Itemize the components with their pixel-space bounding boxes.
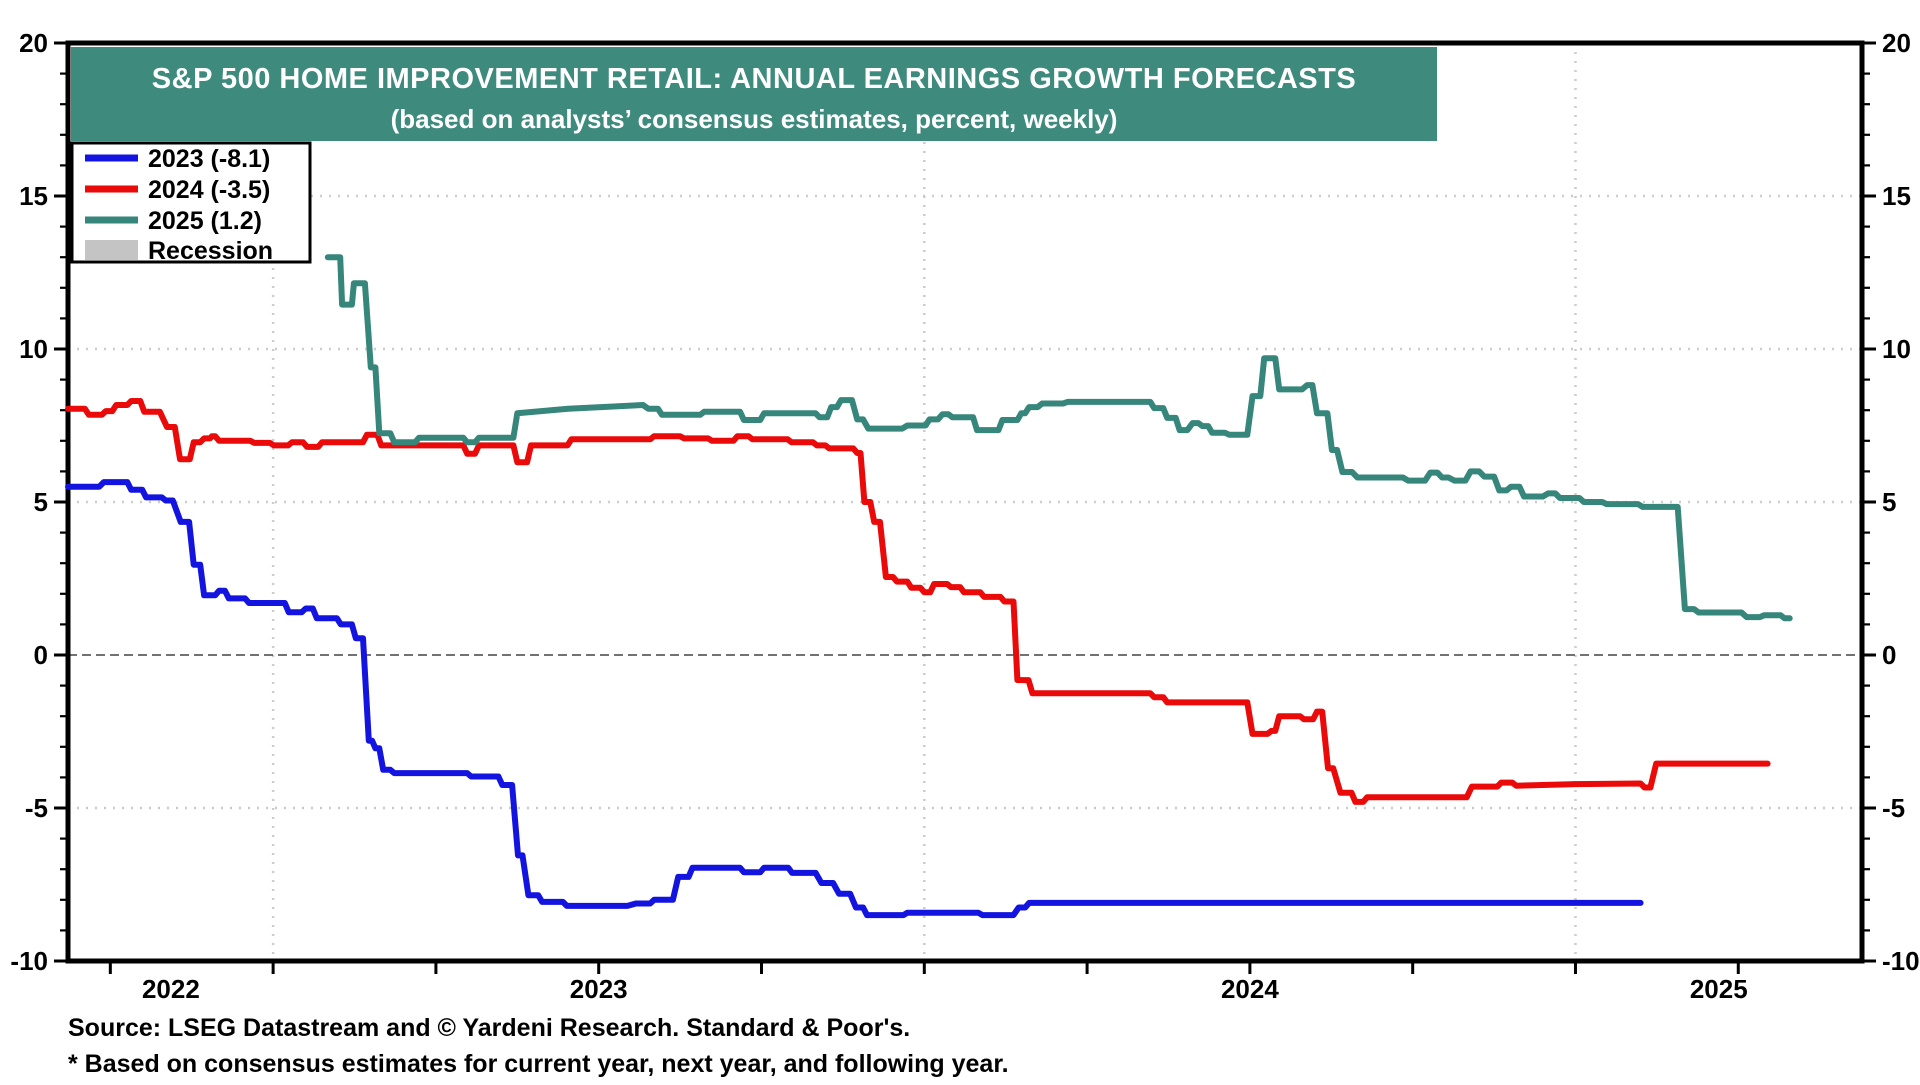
y-axis-label-left: 10 bbox=[19, 334, 48, 364]
chart-subtitle: (based on analysts’ consensus estimates,… bbox=[391, 104, 1118, 134]
legend-label-2024: 2024 (-3.5) bbox=[148, 176, 270, 204]
y-axis-label-right: 0 bbox=[1882, 640, 1896, 670]
legend-label-recession: Recession bbox=[148, 237, 273, 265]
y-axis-label-left: 5 bbox=[34, 487, 48, 517]
chart-title: S&P 500 HOME IMPROVEMENT RETAIL: ANNUAL … bbox=[152, 63, 1356, 95]
legend-label-2023: 2023 (-8.1) bbox=[148, 145, 270, 173]
x-axis-label-2025: 2025 bbox=[1690, 974, 1748, 1004]
y-axis-label-right: 20 bbox=[1882, 28, 1911, 58]
plot-area: 20 20 15 15 10 10 5 5 0 0 -5 -5 -10 -10 2022 2023 2024 20… bbox=[10, 28, 1919, 1004]
y-axis-label-left: 0 bbox=[34, 640, 48, 670]
series-line-2023 bbox=[65, 479, 1644, 919]
legend: 2023 (-8.1) 2024 (-3.5) 2025 (1.2) Reces… bbox=[70, 141, 312, 265]
y-axis-label-right: -10 bbox=[1882, 946, 1920, 976]
legend-label-2025: 2025 (1.2) bbox=[148, 207, 262, 235]
y-axis-label-left: 15 bbox=[19, 181, 48, 211]
y-axis-label-left: -5 bbox=[25, 793, 48, 823]
y-axis-label-right: 15 bbox=[1882, 181, 1911, 211]
series-line-2025 bbox=[324, 254, 1793, 622]
y-axis-label-left: 20 bbox=[19, 28, 48, 58]
series-line-2024 bbox=[65, 398, 1771, 805]
y-axis-label-right: 10 bbox=[1882, 334, 1911, 364]
x-axis-label-2022: 2022 bbox=[142, 974, 200, 1004]
x-axis-label-2024: 2024 bbox=[1221, 974, 1279, 1004]
source-note: Source: LSEG Datastream and © Yardeni Re… bbox=[68, 1014, 910, 1042]
y-axis-label-right: -5 bbox=[1882, 793, 1905, 823]
y-axis-label-right: 5 bbox=[1882, 487, 1896, 517]
x-axis-label-2023: 2023 bbox=[570, 974, 628, 1004]
plot-frame bbox=[65, 40, 1865, 964]
legend-swatch-recession bbox=[85, 240, 138, 260]
title-banner bbox=[71, 47, 1437, 141]
footnote: * Based on consensus estimates for curre… bbox=[68, 1050, 1009, 1078]
y-axis-label-left: -10 bbox=[10, 946, 48, 976]
